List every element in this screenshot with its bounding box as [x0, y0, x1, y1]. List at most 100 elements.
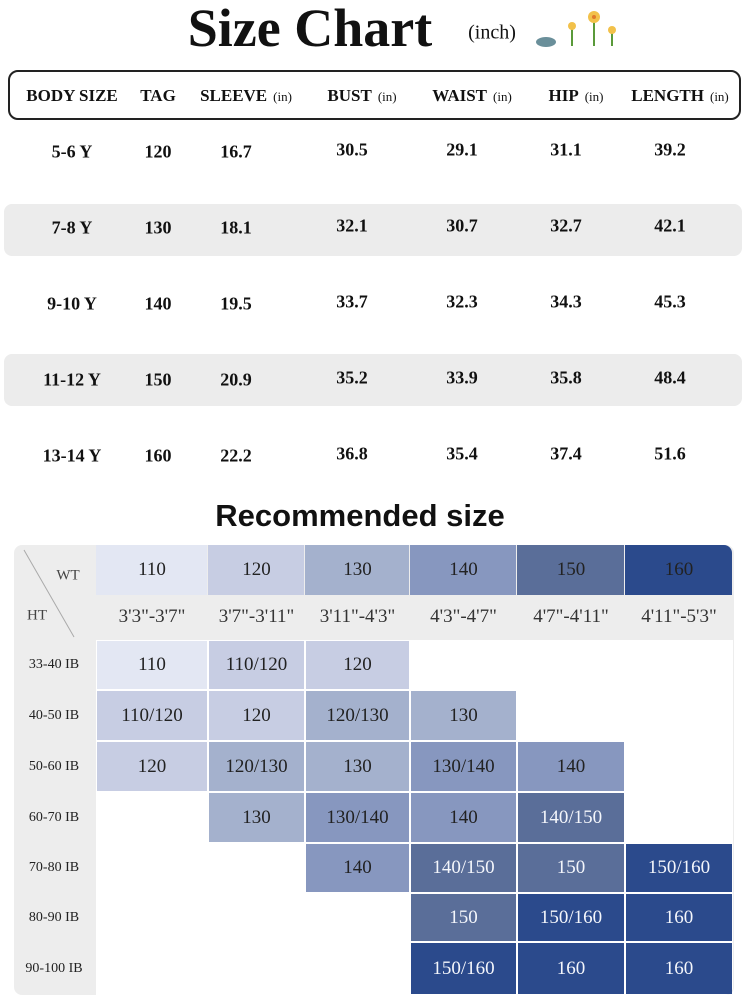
tag-header-cell [96, 545, 207, 595]
grid-cell-text: 130/140 [326, 806, 389, 828]
grid-cell [518, 894, 624, 941]
grid-cell-text: 120 [343, 654, 372, 675]
grid-cell-text: 150 [556, 857, 586, 878]
row-band [4, 354, 742, 406]
grid-cell-text: 160 [664, 957, 694, 979]
tag-header-cell [410, 545, 516, 595]
height-label: 4'11"-5'3" [641, 606, 717, 627]
grid-cell [306, 742, 409, 791]
grid-cell [306, 793, 409, 842]
grid-cell-text: 120/130 [225, 755, 288, 777]
table-cell: 5-6 Y [51, 141, 93, 162]
row-band [4, 204, 742, 256]
grid-cell [209, 691, 304, 740]
grid-cell-text: 150/160 [432, 957, 495, 979]
table-cell: 42.1 [654, 215, 686, 236]
header-cell: HIP (in) [548, 86, 603, 106]
grid-cell [411, 742, 516, 791]
grid-cell [518, 742, 624, 791]
table-cell: 30.5 [336, 139, 368, 160]
grid-cell-text: 110/120 [121, 704, 183, 726]
table-cell: 29.1 [446, 139, 478, 160]
grid-cell-text: 150/160 [647, 857, 711, 878]
table-cell: 31.1 [550, 139, 582, 160]
grid-cell [518, 844, 624, 892]
tag-header: 140 [449, 559, 478, 580]
grid-cell [626, 894, 732, 941]
tag-header: 150 [556, 559, 586, 580]
grid-cell [411, 793, 516, 842]
tag-header-cell [208, 545, 304, 595]
table-cell: 7-8 Y [51, 217, 93, 238]
grid-cell [411, 844, 516, 892]
header-cell: BUST (in) [327, 86, 396, 106]
grid-cell-text: 120 [137, 755, 167, 777]
tag-header: 110 [138, 559, 166, 580]
header-unit: (in) [584, 89, 604, 104]
table-cell: 35.2 [336, 367, 368, 388]
grid-cell-text: 160 [556, 957, 586, 979]
header-label: HIP [548, 86, 579, 105]
table-cell: 30.7 [446, 215, 478, 236]
table-cell: 45.3 [654, 291, 686, 312]
header-label: WAIST [432, 86, 488, 105]
header-unit: (in) [709, 89, 729, 104]
grid-cell [518, 943, 624, 994]
weight-label: 40-50 IB [28, 707, 80, 723]
table-cell: 9-10 Y [47, 293, 97, 314]
table-cell: 160 [144, 445, 172, 466]
table-cell: 36.8 [336, 443, 368, 464]
header-cell: WAIST (in) [432, 86, 512, 106]
table-cell: 140 [144, 293, 172, 314]
header-unit: (in) [273, 89, 292, 104]
table-cell: 51.6 [654, 443, 686, 464]
grid-cell [306, 691, 409, 740]
tag-header-cell [517, 545, 624, 595]
table-cell: 37.4 [550, 443, 582, 464]
table-cell: 33.9 [446, 367, 478, 388]
title-unit: (inch) [468, 21, 516, 44]
table-cell: 16.7 [220, 141, 252, 162]
table-cell: 22.2 [220, 445, 252, 466]
grid-cell-text: 140 [449, 806, 478, 828]
grid-cell [306, 844, 409, 892]
recommended-title: Recommended size [215, 498, 505, 533]
header-cell: BODY SIZE [26, 86, 117, 106]
grid-cell-text: 130 [449, 704, 478, 726]
grid-cell [411, 894, 516, 941]
header-label: BODY SIZE [26, 86, 118, 105]
table-cell: 35.4 [446, 443, 478, 464]
wt-label: WT [56, 567, 80, 584]
height-label: 3'3"-3'7" [118, 606, 186, 627]
table-cell: 11-12 Y [43, 369, 101, 390]
grid-cell [209, 641, 304, 689]
header-label: BUST [327, 86, 372, 105]
table-cell: 33.7 [336, 291, 368, 312]
ht-label: HT [27, 607, 47, 624]
header-unit: (in) [493, 89, 512, 104]
grid-cell [209, 742, 304, 791]
table-cell: 18.1 [220, 217, 252, 238]
weight-label: 90-100 IB [25, 960, 83, 976]
grid-cell-text: 110/120 [225, 654, 288, 675]
grid-cell-text: 120 [242, 704, 271, 726]
table-cell: 150 [144, 369, 172, 390]
grid-cell-text: 150 [449, 906, 478, 928]
header-box [8, 70, 741, 120]
table-cell: 32.7 [550, 215, 582, 236]
height-label: 4'3"-4'7" [430, 606, 497, 627]
grid-cell [626, 844, 732, 892]
height-label: 3'7"-3'11" [218, 606, 295, 627]
height-label: 3'11"-4'3" [319, 606, 396, 627]
grid-cell-text: 140/150 [432, 857, 495, 878]
flower-icon [536, 11, 616, 47]
header-label: TAG [140, 86, 176, 105]
table-cell: 48.4 [654, 367, 686, 388]
table-cell: 32.3 [446, 291, 478, 312]
title: Size Chart [187, 0, 433, 58]
table-cell: 19.5 [220, 293, 252, 314]
grid-cell [97, 742, 207, 791]
weight-label: 60-70 IB [28, 809, 80, 825]
grid-cell-text: 130/140 [432, 755, 495, 777]
header-unit: (in) [377, 89, 397, 104]
